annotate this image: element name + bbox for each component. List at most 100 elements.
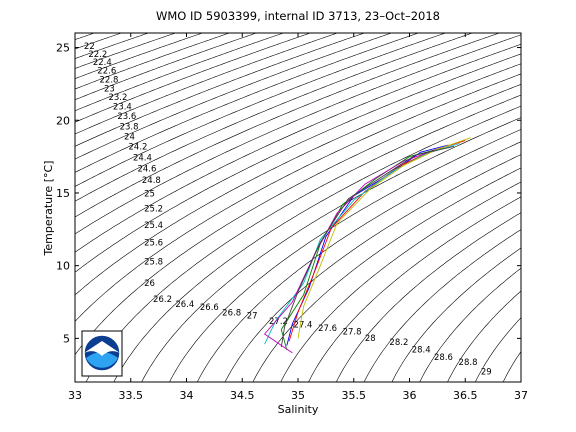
density-isoline [75,33,150,59]
y-axis-ticks: 5 10 15 20 25 [56,42,521,345]
density-isoline-label: 27.6 [318,324,337,334]
noaa-logo [81,330,123,377]
x-tick-label: 35 [291,389,305,402]
density-isoline-labels: 2222.222.422.622.82323.223.423.623.82424… [84,42,492,377]
density-isoline [252,167,521,382]
density-isoline-label: 28.2 [389,338,408,348]
density-isoline-label: 23.6 [117,112,136,122]
density-isoline-label: 24.8 [142,176,161,186]
density-isoline [75,33,231,90]
density-isoline-label: 24.2 [129,143,148,153]
y-tick-label: 20 [56,114,70,127]
x-tick-label: 33.5 [119,389,144,402]
density-isoline-label: 24 [124,132,135,142]
density-isoline-label: 23.8 [120,122,139,132]
density-isoline-label: 27.4 [294,320,313,330]
profile-line-4 [264,143,460,345]
density-isoline [75,33,501,218]
density-isoline [75,73,521,322]
density-isoline-label: 25.8 [144,258,163,268]
x-axis-label: Salinity [278,403,319,416]
density-isoline-label: 26 [144,279,155,289]
x-tick-label: 34 [180,389,194,402]
density-isoline-label: 25.6 [144,239,163,249]
density-isolines [75,33,521,382]
density-isoline [113,105,521,382]
density-isoline [419,267,521,382]
y-tick-label: 25 [56,42,70,55]
x-tick-label: 36.5 [453,389,478,402]
density-isoline [85,94,521,382]
density-isoline [75,33,312,123]
x-tick-label: 35.5 [342,389,367,402]
profile-line-7 [280,145,455,348]
density-isoline [75,63,521,296]
x-tick-label: 33 [68,389,82,402]
density-isoline-label: 27 [247,311,258,321]
density-isoline [75,33,339,135]
profile-line-6 [297,137,471,339]
x-axis-ticks: 33 33.5 34 34.5 35 35.5 36 36.5 37 [68,33,528,402]
density-isoline [75,33,258,101]
density-isoline-label: 23.4 [113,102,132,112]
density-isoline-label: 26.4 [175,300,194,310]
density-isoline-label: 25 [144,189,155,199]
density-isoline-label: 25.2 [144,205,163,215]
density-isoline [75,33,204,79]
density-isoline-label: 28.8 [459,358,478,368]
x-tick-label: 37 [514,389,528,402]
density-isoline [75,33,285,112]
density-isoline [475,317,521,382]
density-isoline [197,141,521,382]
density-isoline [75,34,521,235]
y-axis-label: Temperature [°C] [42,161,55,257]
density-isoline [280,181,521,382]
profile-line-1 [286,144,449,346]
density-isoline [224,154,521,382]
y-tick-label: 5 [63,332,70,345]
density-isoline-label: 22.4 [93,58,112,68]
density-isoline [335,212,521,382]
density-isoline-label: 27.2 [269,317,288,327]
density-isoline-label: 26.6 [200,303,219,313]
x-tick-label: 34.5 [230,389,255,402]
density-isoline [75,83,521,356]
density-isoline [75,33,420,173]
profile-line-2 [288,140,466,342]
profile-lines [263,137,471,354]
density-isoline [75,43,521,253]
density-isoline-label: 28.6 [434,353,453,363]
density-isoline-label: 26.2 [153,295,172,305]
y-tick-label: 10 [56,260,70,273]
density-isoline [75,33,447,187]
density-isoline-label: 24.4 [133,153,152,163]
density-isoline-label: 27.8 [343,328,362,338]
density-isoline [75,33,366,147]
density-isoline [75,33,474,202]
density-isoline [75,33,177,69]
density-isoline [169,129,521,382]
density-isoline-label: 26.8 [222,308,241,318]
density-isoline-label: 23.2 [108,93,127,103]
density-isoline [308,196,521,382]
density-isoline-label: 22.8 [100,76,119,86]
density-isoline-label: 23 [104,84,115,94]
density-isoline [502,351,521,382]
density-isoline-label: 28 [365,334,376,344]
density-isoline-label: 22 [84,42,95,52]
density-isoline-label: 22.2 [88,50,107,60]
x-tick-label: 36 [403,389,417,402]
density-isoline-label: 22.6 [97,66,116,76]
density-isoline-label: 24.6 [137,165,156,175]
density-isoline [363,229,521,382]
density-isoline [391,247,521,382]
density-isoline-label: 28.4 [412,345,431,355]
density-isoline [75,53,521,273]
density-isoline [447,290,521,382]
chart-title: WMO ID 5903399, internal ID 3713, 23–Oct… [156,9,440,23]
y-tick-label: 15 [56,187,70,200]
density-isoline [141,117,521,382]
density-isoline-label: 29 [481,367,492,377]
density-isoline [75,33,123,50]
